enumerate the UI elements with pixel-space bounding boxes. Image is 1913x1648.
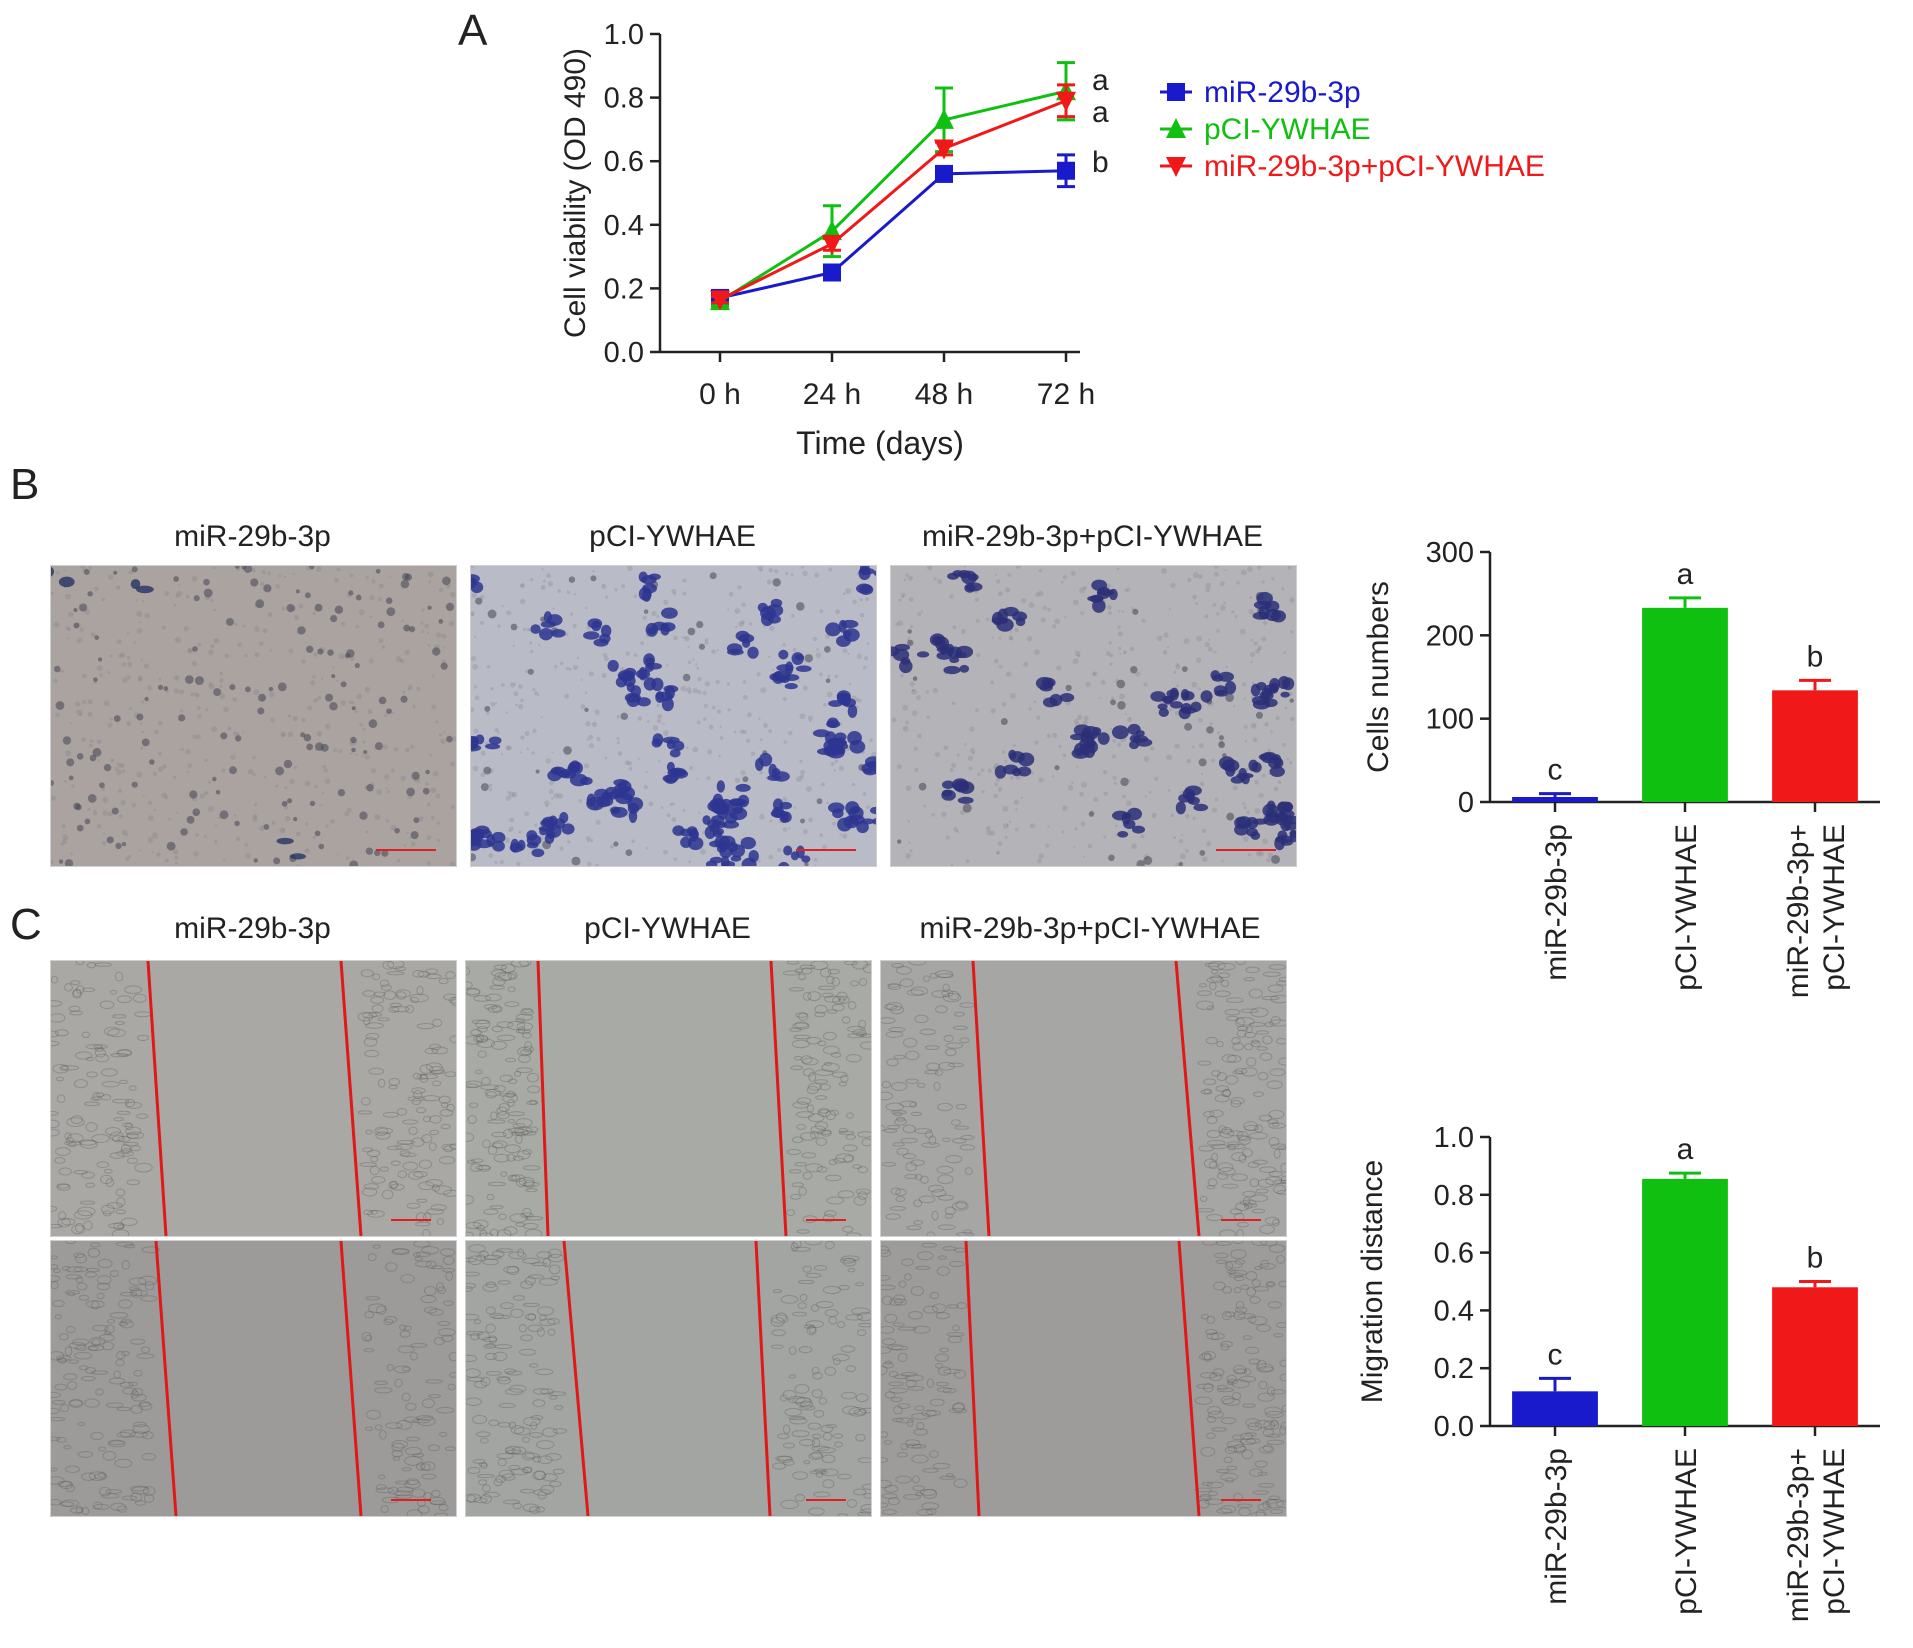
x-tick-label: 0 h bbox=[699, 378, 741, 411]
significance-label: b bbox=[1092, 146, 1109, 179]
series-2 bbox=[710, 83, 1076, 311]
y-tick-label: 200 bbox=[1426, 620, 1474, 652]
y-tick-label: 100 bbox=[1426, 704, 1474, 736]
panel-label-c: C bbox=[10, 900, 42, 949]
y-tick-label: 0.2 bbox=[1434, 1353, 1474, 1385]
legend-marker bbox=[1166, 118, 1186, 138]
wound-image-pci-ywhae-0h bbox=[465, 960, 872, 1237]
x-tick-label: miR-29b-3p+ pCI-YWHAE bbox=[1782, 1448, 1851, 1622]
bar bbox=[1512, 1391, 1598, 1426]
series-line bbox=[719, 99, 1067, 301]
x-tick-label: 48 h bbox=[915, 378, 973, 411]
significance-label: a bbox=[1677, 558, 1694, 591]
svg-text:pCI-YWHAE: pCI-YWHAE bbox=[1670, 1448, 1703, 1615]
data-point bbox=[822, 234, 842, 255]
data-point bbox=[1057, 161, 1075, 180]
data-point bbox=[935, 164, 953, 183]
wound-image-mir29b-0h bbox=[50, 960, 457, 1237]
bar bbox=[1642, 1178, 1728, 1426]
x-tick-label: miR-29b-3p bbox=[1540, 1448, 1573, 1605]
panel-c-image-title-2: pCI-YWHAE bbox=[584, 912, 751, 945]
panel-b-image-title-3: miR-29b-3p+pCI-YWHAE bbox=[922, 520, 1263, 553]
transwell-image-mir29b bbox=[50, 565, 457, 867]
cell-viability-line-chart: 0.0 0.2 0.4 0.6 0.8 1.0 0 h 24 h 48 h 72 h Time (d… bbox=[559, 19, 1545, 461]
y-tick-label: 0 bbox=[1458, 787, 1474, 819]
significance-label: c bbox=[1548, 754, 1563, 787]
significance-label: b bbox=[1807, 1242, 1824, 1275]
y-tick-label: 0.0 bbox=[1434, 1411, 1474, 1443]
legend-label: miR-29b-3p+pCI-YWHAE bbox=[1204, 150, 1545, 183]
wound-image-mir29b-24h bbox=[50, 1240, 457, 1517]
wound-image-combined-24h bbox=[880, 1240, 1287, 1517]
panel-c-image-title-1: miR-29b-3p bbox=[174, 912, 331, 945]
svg-text:miR-29b-3p: miR-29b-3p bbox=[1540, 824, 1573, 981]
significance-label: a bbox=[1092, 96, 1109, 129]
panel-b-image-title-2: pCI-YWHAE bbox=[589, 520, 756, 553]
y-tick-label: 0.6 bbox=[1434, 1238, 1474, 1270]
data-point bbox=[1056, 91, 1076, 112]
y-tick-label: 1.0 bbox=[1434, 1122, 1474, 1154]
svg-text:miR-29b-3p: miR-29b-3p bbox=[1540, 1448, 1573, 1605]
legend: miR-29b-3p pCI-YWHAE miR-29b-3p+pCI-YWHAE bbox=[1160, 76, 1545, 183]
x-tick-label: pCI-YWHAE bbox=[1670, 1448, 1703, 1615]
svg-text:pCI-YWHAE: pCI-YWHAE bbox=[1670, 824, 1703, 991]
x-tick-label: miR-29b-3p bbox=[1540, 824, 1573, 981]
y-tick-label: 0.8 bbox=[1434, 1180, 1474, 1212]
panel-b-image-title-1: miR-29b-3p bbox=[174, 520, 331, 553]
wound-image-pci-ywhae-24h bbox=[465, 1240, 872, 1517]
cell-numbers-bar-chart: 0 100 200 300 Cells numbers c miR-29b-3p a pCI-Y… bbox=[1362, 537, 1880, 998]
significance-label: a bbox=[1092, 64, 1109, 97]
svg-text:miR-29b-3p+: miR-29b-3p+ bbox=[1782, 1448, 1815, 1622]
y-tick-label: 0.4 bbox=[1434, 1295, 1474, 1327]
significance-label: b bbox=[1807, 640, 1824, 673]
y-tick-label: 0.6 bbox=[604, 146, 644, 178]
svg-text:miR-29b-3p+: miR-29b-3p+ bbox=[1782, 824, 1815, 998]
legend-marker bbox=[1167, 83, 1185, 101]
x-axis-title: Time (days) bbox=[796, 425, 964, 461]
y-axis-title: Migration distance bbox=[1356, 1160, 1389, 1403]
x-tick-label: 24 h bbox=[803, 378, 861, 411]
y-axis-title: Cell viability (OD 490) bbox=[559, 48, 592, 338]
panel-label-a: A bbox=[458, 6, 488, 55]
data-point bbox=[934, 139, 954, 160]
svg-text:pCI-YWHAE: pCI-YWHAE bbox=[1818, 824, 1851, 991]
series-0 bbox=[711, 153, 1075, 307]
x-tick-label: miR-29b-3p+ pCI-YWHAE bbox=[1782, 824, 1851, 998]
legend-label: miR-29b-3p bbox=[1204, 76, 1361, 109]
y-tick-label: 0.2 bbox=[604, 273, 644, 305]
wound-image-combined-0h bbox=[880, 960, 1287, 1237]
y-tick-label: 0.4 bbox=[604, 210, 644, 242]
migration-distance-bar-chart: 0.0 0.2 0.4 0.6 0.8 1.0 Migration distance c miR… bbox=[1356, 1122, 1880, 1622]
bar-chart-plot: 0 100 200 300 Cells numbers c miR-29b-3p a pCI-Y… bbox=[1362, 537, 1880, 998]
series-line bbox=[719, 89, 1067, 303]
panel-c-image-title-3: miR-29b-3p+pCI-YWHAE bbox=[919, 912, 1261, 945]
legend-label: pCI-YWHAE bbox=[1204, 113, 1371, 146]
series-1 bbox=[710, 61, 1076, 311]
transwell-image-pci-ywhae bbox=[470, 565, 877, 867]
y-tick-label: 0.0 bbox=[604, 337, 644, 369]
y-tick-label: 300 bbox=[1426, 537, 1474, 569]
data-point bbox=[710, 290, 730, 311]
x-tick-label: 72 h bbox=[1037, 378, 1095, 411]
bar bbox=[1642, 607, 1728, 802]
bar-chart-plot: 0.0 0.2 0.4 0.6 0.8 1.0 Migration distance c miR… bbox=[1356, 1122, 1880, 1622]
significance-label: c bbox=[1548, 1338, 1563, 1371]
series-line bbox=[719, 169, 1067, 300]
svg-text:pCI-YWHAE: pCI-YWHAE bbox=[1818, 1448, 1851, 1615]
panel-label-b: B bbox=[10, 460, 40, 509]
y-axis-title: Cells numbers bbox=[1362, 581, 1395, 773]
line-chart-plot: 0.0 0.2 0.4 0.6 0.8 1.0 0 h 24 h 48 h 72 h Time (d… bbox=[559, 19, 1109, 461]
data-point bbox=[934, 108, 954, 129]
legend-marker bbox=[1166, 157, 1186, 177]
bar bbox=[1772, 690, 1858, 802]
transwell-image-combined bbox=[890, 565, 1297, 867]
data-point bbox=[823, 263, 841, 282]
bar bbox=[1512, 797, 1598, 802]
y-tick-label: 1.0 bbox=[604, 19, 644, 51]
x-tick-label: pCI-YWHAE bbox=[1670, 824, 1703, 991]
y-tick-label: 0.8 bbox=[604, 83, 644, 115]
bar bbox=[1772, 1287, 1858, 1426]
significance-label: a bbox=[1677, 1133, 1694, 1166]
